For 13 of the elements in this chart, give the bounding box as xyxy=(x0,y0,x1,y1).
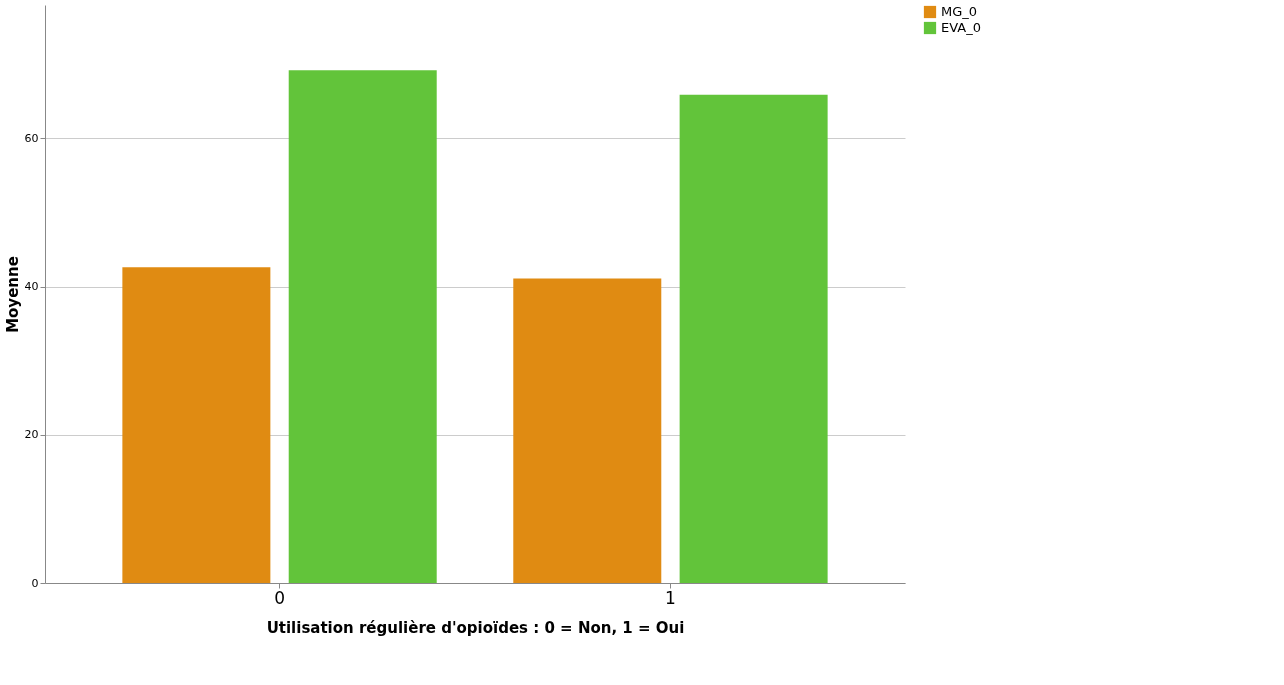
legend-label: EVA_0 xyxy=(941,20,981,35)
y-tick-label: 40 xyxy=(24,280,39,294)
x-axis-title: Utilisation régulière d'opioïdes : 0 = Non, 1 = Oui xyxy=(266,618,685,637)
y-tick-label: 20 xyxy=(24,428,39,442)
y-axis-title: Moyenne xyxy=(3,256,22,333)
y-tick-label: 60 xyxy=(24,131,39,145)
bar xyxy=(122,267,271,583)
bar xyxy=(513,278,662,583)
bar xyxy=(288,70,437,583)
y-tick-label: 0 xyxy=(31,576,39,590)
legend-label: MG_0 xyxy=(941,4,978,19)
x-tick-label: 1 xyxy=(665,587,676,608)
bar xyxy=(679,94,828,583)
